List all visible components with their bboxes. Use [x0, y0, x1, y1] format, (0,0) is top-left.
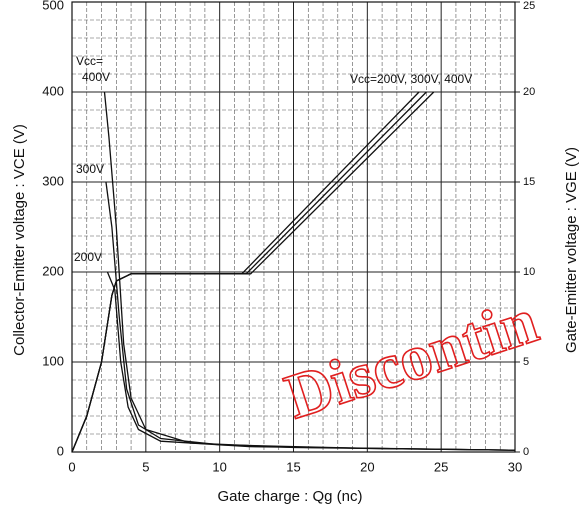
- marks: [71, 91, 516, 453]
- y-tick-label: 100: [42, 353, 64, 368]
- annotation: Vcc=200V, 300V, 400V: [350, 72, 472, 86]
- y2-tick-label: 5: [523, 356, 529, 368]
- x-tick-label: 15: [286, 459, 300, 474]
- x-tick-label: 20: [360, 459, 374, 474]
- y-tick-label: 500: [42, 0, 64, 12]
- y-tick-label: 0: [57, 443, 64, 458]
- y2-tick-label: 10: [523, 266, 535, 278]
- y2-tick-label: 20: [523, 86, 535, 98]
- y2-tick-label: 25: [523, 0, 535, 12]
- series-line: [71, 91, 435, 453]
- x-tick-label: 30: [508, 459, 522, 474]
- y2-tick-label: 0: [523, 446, 529, 458]
- x-tick-label: 25: [434, 459, 448, 474]
- y-tick-label: 400: [42, 83, 64, 98]
- y-tick-label: 300: [42, 173, 64, 188]
- annotation: 300V: [76, 162, 104, 176]
- plot-frame: [71, 1, 516, 453]
- y-axis-title: Collector-Emitter voltage : VCE (V): [11, 124, 28, 356]
- annotation: 400V: [82, 70, 110, 84]
- x-tick-label: 5: [142, 459, 149, 474]
- series-line: [106, 271, 516, 451]
- y2-tick-label: 15: [523, 176, 535, 188]
- x-axis-title: Gate charge : Qg (nc): [217, 488, 362, 505]
- x-tick-label: 10: [212, 459, 226, 474]
- x-tick-label: 0: [68, 459, 75, 474]
- annotation: 200V: [74, 250, 102, 264]
- y2-axis-title: Gate-Emitter voltage : VGE (V): [563, 147, 580, 353]
- annotation: Vcc=: [76, 54, 103, 68]
- y-tick-label: 200: [42, 263, 64, 278]
